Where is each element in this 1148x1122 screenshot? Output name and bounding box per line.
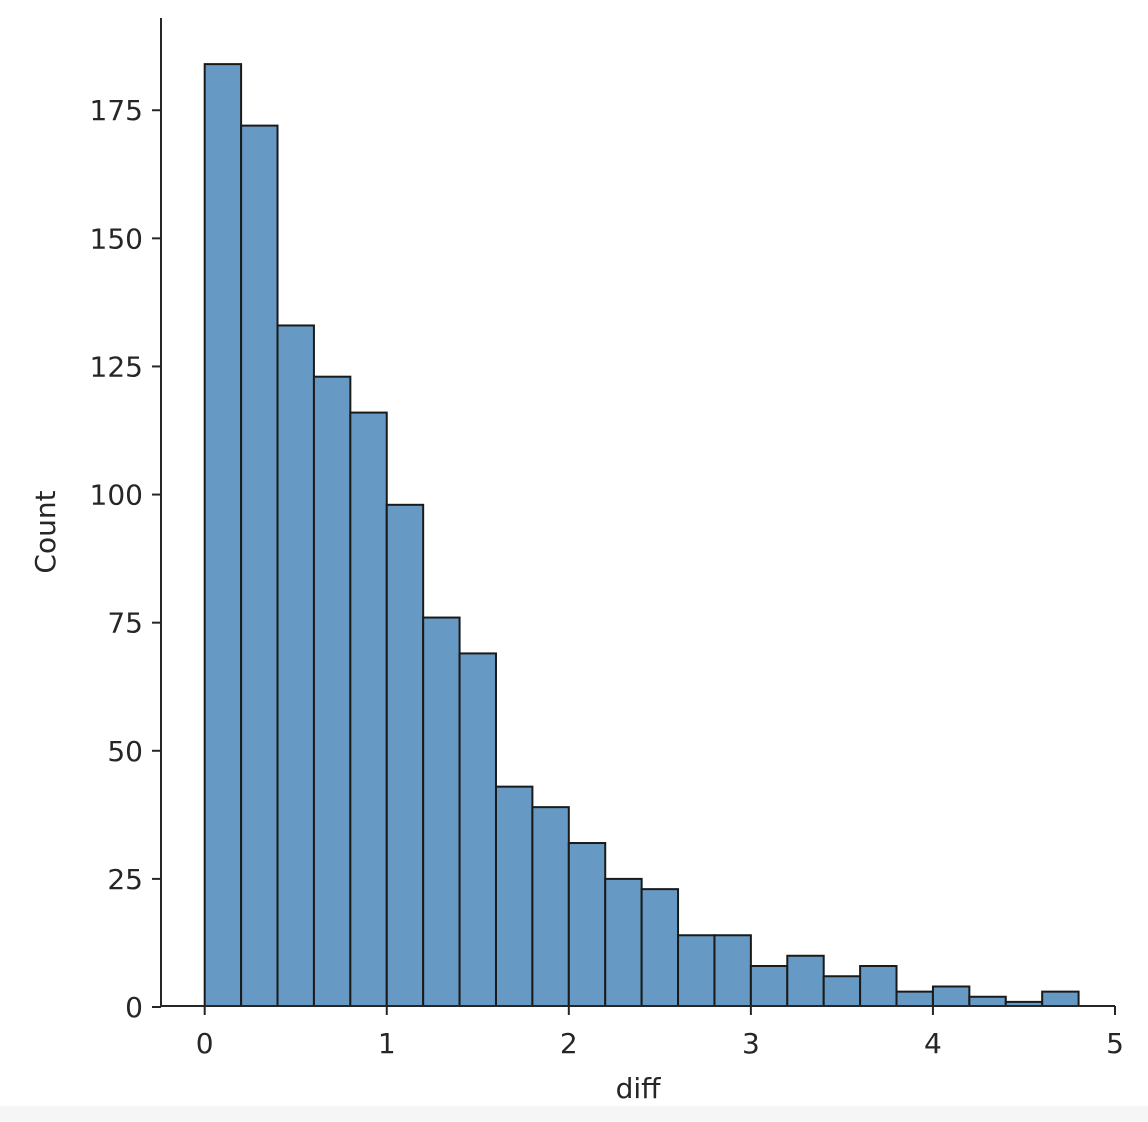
y-ticks: 0 25 50 75 100 125 150 175	[90, 94, 161, 1024]
x-tick-label: 5	[1106, 1027, 1124, 1060]
histogram-bar	[640, 888, 680, 1008]
y-tick-label: 150	[90, 222, 143, 255]
x-tick-label: 1	[378, 1027, 396, 1060]
x-axis-title: diff	[616, 1072, 662, 1105]
histogram-bar	[203, 63, 243, 1008]
histogram-bar	[312, 375, 352, 1007]
histogram-bar	[968, 995, 1007, 1007]
y-tick-label: 100	[90, 479, 143, 512]
histogram-bar	[1041, 990, 1080, 1008]
histogram-bar	[749, 965, 789, 1008]
histogram-bar	[349, 411, 388, 1007]
y-tick-label: 175	[90, 94, 143, 127]
histogram-bar	[786, 954, 825, 1008]
histogram-bar	[240, 124, 279, 1008]
bottom-strip	[0, 1106, 1148, 1122]
histogram-bar	[895, 990, 934, 1008]
histogram-bar	[604, 877, 643, 1008]
histogram-bar	[677, 934, 716, 1008]
x-tick-label: 3	[742, 1027, 760, 1060]
histogram-bar	[931, 985, 971, 1007]
y-tick-label: 25	[107, 863, 143, 896]
histogram-bar	[385, 503, 425, 1007]
y-tick-label: 0	[125, 991, 143, 1024]
x-tick-label: 2	[560, 1027, 578, 1060]
histogram-bar	[494, 785, 534, 1008]
x-ticks: 0 1 2 3 4 5	[196, 1006, 1124, 1060]
y-tick-label: 50	[107, 735, 143, 768]
histogram-bar	[567, 842, 607, 1008]
histogram-bar	[859, 965, 898, 1008]
histogram-bar	[822, 975, 862, 1007]
bars-layer	[203, 63, 1080, 1008]
y-tick-label: 75	[107, 607, 143, 640]
histogram-bar	[713, 934, 752, 1008]
axes-layer	[160, 18, 1115, 1007]
histogram-bar	[458, 652, 497, 1007]
x-tick-label: 4	[924, 1027, 942, 1060]
x-tick-label: 0	[196, 1027, 214, 1060]
y-tick-label: 125	[90, 350, 143, 383]
histogram-bar	[276, 324, 315, 1007]
histogram-bar	[422, 616, 461, 1007]
histogram-bar	[531, 806, 570, 1008]
y-axis-title: Count	[29, 490, 62, 573]
